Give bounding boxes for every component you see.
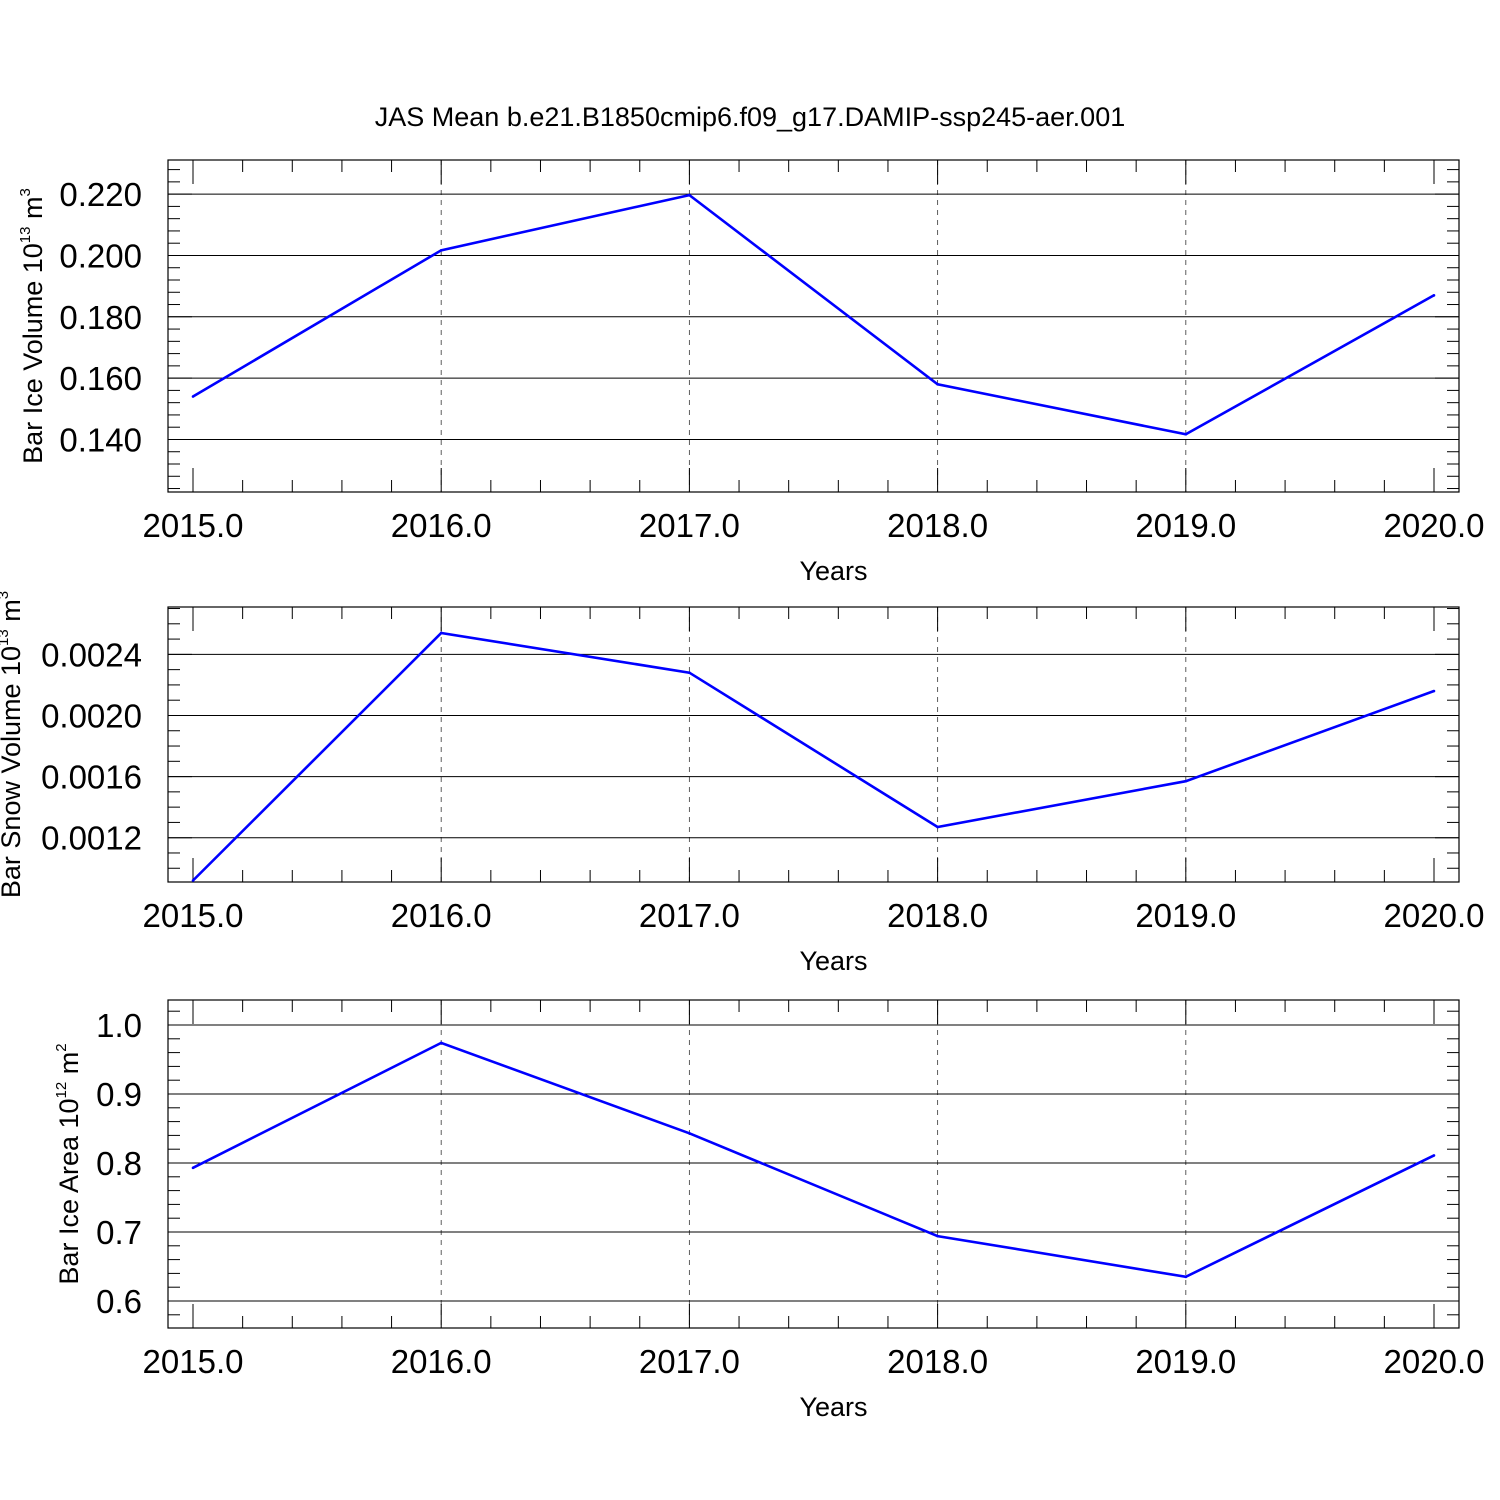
- y-tick-label: 0.0016: [41, 759, 142, 796]
- y-tick-label: 0.9: [96, 1076, 142, 1113]
- panel-3: 0.6 0.7 0.8 0.9 1.0 2015.0 2016.0 2017.0 2018.0 2…: [53, 999, 1485, 1422]
- x-tick-label: 2017.0: [639, 897, 740, 934]
- y-tick-label: 0.180: [59, 299, 142, 336]
- chart-title: JAS Mean b.e21.B1850cmip6.f09_g17.DAMIP-…: [375, 102, 1125, 132]
- x-tick-label: 2018.0: [887, 1343, 988, 1380]
- x-tick-label: 2015.0: [143, 507, 244, 544]
- y-tick-label: 0.160: [59, 360, 142, 397]
- y-tick-label: 0.140: [59, 421, 142, 458]
- panel-2: 0.0012 0.0016 0.0020 0.0024 2015.0 2016.0 2017…: [0, 591, 1484, 976]
- x-tick-label: 2020.0: [1384, 1343, 1485, 1380]
- y-axis-label: Bar Snow Volume 1013 m3: [0, 591, 26, 898]
- y-tick-label: 0.0024: [41, 636, 142, 673]
- y-tick-label: 0.8: [96, 1145, 142, 1182]
- y-tick-label: 0.220: [59, 176, 142, 213]
- plot-frame: [167, 159, 1460, 493]
- x-tick-label: 2017.0: [639, 1343, 740, 1380]
- x-tick-label: 2017.0: [639, 507, 740, 544]
- x-axis-label: Years: [799, 1392, 867, 1422]
- series-line-1: [192, 631, 1435, 882]
- plot-frame: [167, 999, 1460, 1329]
- data-point: [191, 879, 195, 882]
- data-point: [688, 193, 691, 197]
- data-point: [439, 248, 443, 252]
- x-tick-label: 2015.0: [143, 897, 244, 934]
- data-point: [439, 1041, 443, 1045]
- y-tick-label: 0.0012: [41, 820, 142, 857]
- data-point: [1432, 1154, 1436, 1157]
- plot-frame: [167, 606, 1460, 883]
- x-tick-label: 2016.0: [391, 1343, 492, 1380]
- y-tick-label: 1.0: [96, 1007, 142, 1044]
- data-point: [1184, 1275, 1188, 1279]
- data-point: [1184, 779, 1188, 783]
- x-tick-label: 2016.0: [391, 897, 492, 934]
- data-point: [1432, 294, 1436, 297]
- data-point: [191, 395, 195, 398]
- y-axis-label: Bar Ice Volume 1013 m3: [17, 188, 48, 464]
- y-tick-label: 0.200: [59, 237, 142, 274]
- data-point: [936, 825, 939, 829]
- y-tick-label: 0.0020: [41, 697, 142, 734]
- x-tick-label: 2018.0: [887, 507, 988, 544]
- x-tick-label: 2020.0: [1384, 507, 1485, 544]
- x-tick-label: 2018.0: [887, 897, 988, 934]
- x-tick-label: 2019.0: [1135, 507, 1236, 544]
- data-point: [1184, 432, 1188, 436]
- data-point: [1432, 689, 1436, 693]
- data-point: [439, 631, 443, 635]
- panel-1: 0.140 0.160 0.180 0.200 0.220 2015.0 2016.0 201…: [17, 159, 1485, 586]
- y-axis-label: Bar Ice Area 1012 m2: [53, 1043, 84, 1284]
- data-point: [936, 1234, 939, 1238]
- data-point: [936, 382, 939, 386]
- y-tick-label: 0.7: [96, 1214, 142, 1251]
- panels: 0.140 0.160 0.180 0.200 0.220 2015.0 2016.0 201…: [0, 159, 1485, 1422]
- x-tick-label: 2016.0: [391, 507, 492, 544]
- x-tick-label: 2019.0: [1135, 1343, 1236, 1380]
- data-point: [191, 1166, 195, 1170]
- y-tick-label: 0.6: [96, 1283, 142, 1320]
- x-tick-label: 2015.0: [143, 1343, 244, 1380]
- x-axis-label: Years: [799, 946, 867, 976]
- series-line-1: [192, 193, 1435, 436]
- data-point: [688, 671, 691, 674]
- x-tick-label: 2019.0: [1135, 897, 1236, 934]
- data-point: [688, 1132, 691, 1135]
- series-line-1: [192, 1041, 1435, 1279]
- x-axis-label: Years: [799, 556, 867, 586]
- x-tick-label: 2020.0: [1384, 897, 1485, 934]
